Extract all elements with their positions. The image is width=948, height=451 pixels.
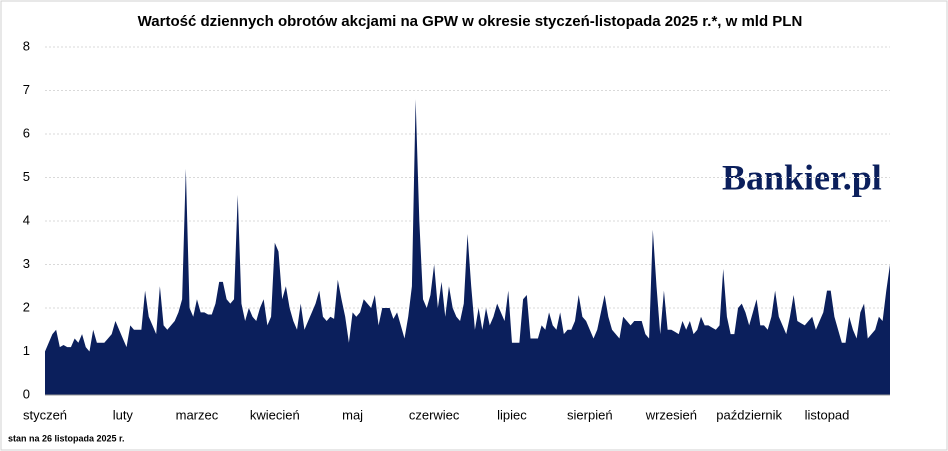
- x-tick-label: maj: [342, 407, 363, 422]
- y-tick-label: 3: [23, 256, 30, 271]
- x-tick-label: lipiec: [497, 407, 527, 422]
- x-tick-label: kwiecień: [250, 407, 300, 422]
- y-tick-label: 4: [23, 212, 30, 227]
- y-tick-label: 0: [23, 386, 30, 401]
- x-tick-label: listopad: [805, 407, 850, 422]
- x-tick-label: luty: [113, 407, 134, 422]
- x-tick-label: czerwiec: [409, 407, 460, 422]
- x-tick-label: wrzesień: [645, 407, 697, 422]
- area: [45, 99, 890, 395]
- y-tick-label: 6: [23, 125, 30, 140]
- y-tick-label: 5: [23, 169, 30, 184]
- y-tick-label: 8: [23, 38, 30, 53]
- x-tick-label: sierpień: [567, 407, 613, 422]
- x-tick-label: październik: [716, 407, 782, 422]
- chart-title: Wartość dziennych obrotów akcjami na GPW…: [138, 13, 803, 30]
- x-tick-label: marzec: [176, 407, 219, 422]
- x-tick-label: styczeń: [23, 407, 67, 422]
- y-tick-label: 1: [23, 343, 30, 358]
- y-tick-label: 7: [23, 82, 30, 97]
- footnote: stan na 26 listopada 2025 r.: [8, 433, 125, 443]
- y-tick-label: 2: [23, 299, 30, 314]
